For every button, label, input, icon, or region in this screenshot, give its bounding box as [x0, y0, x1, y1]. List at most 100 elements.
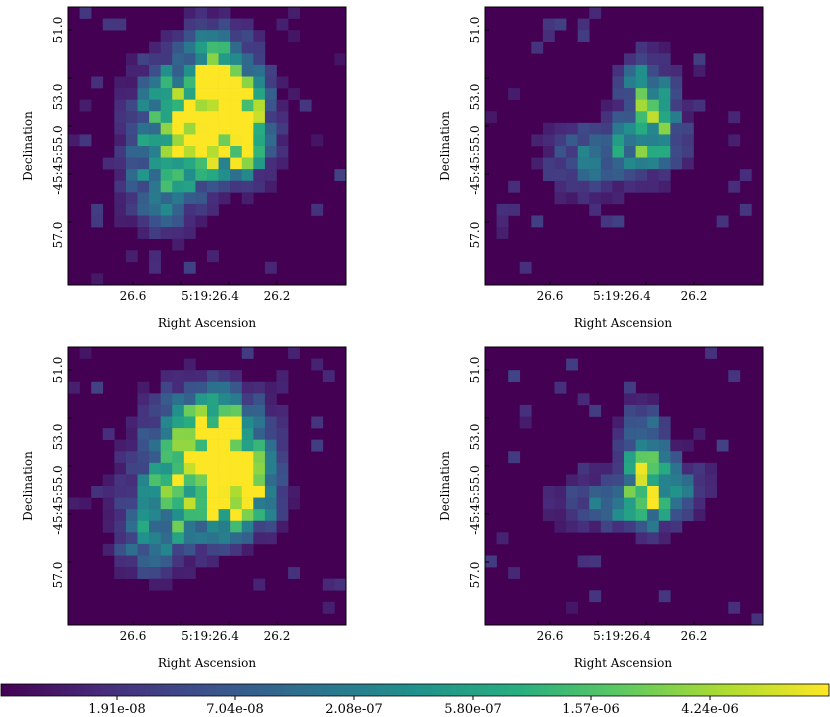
heatmap-cell [172, 111, 185, 124]
heatmap-cell [612, 428, 625, 440]
heatmap-cell [647, 404, 660, 417]
heatmap-cell [114, 122, 127, 135]
heatmap-cell [207, 122, 219, 135]
heatmap-cell [693, 53, 706, 66]
heatmap-cell [207, 134, 219, 147]
heatmap-cell [172, 520, 185, 533]
colorbar-tick-label: 1.91e-08 [88, 702, 146, 717]
heatmap-cell [670, 439, 683, 452]
panel-2-xtick-label: 26.6 [537, 289, 564, 303]
heatmap-cell [681, 157, 694, 170]
heatmap-cell [218, 532, 231, 545]
heatmap-cell [658, 169, 671, 182]
heatmap-cell [589, 555, 602, 568]
heatmap-cell [230, 99, 243, 112]
heatmap-cell [230, 497, 243, 510]
heatmap-cell [264, 532, 277, 545]
heatmap-cell [670, 474, 683, 487]
heatmap-cell [195, 370, 208, 383]
heatmap-cell [600, 146, 613, 158]
heatmap-cell [624, 99, 636, 112]
heatmap-cell [183, 180, 196, 193]
heatmap-cell [207, 416, 219, 429]
heatmap-cell [137, 462, 150, 475]
heatmap-cell [264, 261, 277, 274]
heatmap-cell [172, 416, 185, 429]
heatmap-cell [114, 134, 127, 147]
heatmap-cell [241, 428, 254, 440]
heatmap-cell [670, 99, 683, 112]
heatmap-cell [207, 250, 219, 263]
heatmap-cell [554, 381, 567, 394]
heatmap-cell [218, 509, 231, 522]
heatmap-cell [241, 99, 254, 112]
heatmap-cell [125, 111, 138, 124]
heatmap-cell [125, 99, 138, 112]
panel-bottom-left: 26.6 5:19:26.4 26.2 51.0 53.0 -45:45:55.… [21, 346, 347, 670]
heatmap-cell [172, 474, 185, 487]
heatmap-cell [125, 250, 138, 263]
heatmap-cell [149, 76, 161, 89]
heatmap-cell [218, 543, 231, 556]
heatmap-cell [647, 180, 660, 193]
heatmap-cell [624, 520, 636, 533]
heatmap-cell [137, 428, 150, 440]
heatmap-cell [195, 428, 208, 440]
heatmap-cell [207, 192, 219, 205]
heatmap-cell [137, 381, 150, 394]
heatmap-cell [276, 146, 289, 158]
heatmap-cell [91, 486, 104, 498]
heatmap-cell [149, 555, 161, 568]
heatmap-cell [253, 122, 266, 135]
heatmap-cell [635, 428, 648, 440]
heatmap-cell [485, 555, 497, 568]
heatmap-cell [589, 590, 602, 603]
heatmap-cell [160, 169, 173, 182]
heatmap-cell [137, 157, 150, 170]
heatmap-cell [183, 227, 196, 239]
panel-2-xtick-label: 26.2 [681, 289, 708, 303]
heatmap-cell [624, 428, 636, 440]
panel-2-cells [485, 7, 752, 274]
heatmap-cell [160, 439, 173, 452]
heatmap-cell [670, 146, 683, 158]
heatmap-cell [230, 416, 243, 429]
heatmap-cell [681, 497, 694, 510]
heatmap-cell [137, 53, 150, 66]
heatmap-cell [230, 76, 243, 89]
heatmap-cell [612, 169, 625, 182]
heatmap-cell [658, 41, 671, 54]
heatmap-cell [496, 215, 509, 228]
colorbar: 1.91e-08 7.04e-08 2.08e-07 5.80e-07 1.57… [0, 683, 830, 717]
heatmap-cell [160, 192, 173, 205]
heatmap-cell [195, 393, 208, 406]
heatmap-cell [658, 416, 671, 429]
heatmap-cell [531, 134, 544, 147]
heatmap-cell [207, 41, 219, 54]
heatmap-cell [137, 122, 150, 135]
heatmap-cell [137, 543, 150, 556]
colorbar-tick-label: 7.04e-08 [206, 702, 264, 717]
heatmap-cell [264, 428, 277, 440]
heatmap-cell [276, 157, 289, 170]
heatmap-cell [658, 486, 671, 498]
heatmap-cell [241, 439, 254, 452]
heatmap-cell [125, 486, 138, 498]
heatmap-cell [253, 497, 266, 510]
heatmap-cell [635, 474, 648, 487]
heatmap-cell [589, 7, 602, 19]
heatmap-cell [125, 53, 138, 66]
heatmap-cell [577, 474, 590, 487]
heatmap-cell [160, 134, 173, 147]
heatmap-cell [183, 520, 196, 533]
heatmap-cell [241, 381, 254, 394]
heatmap-cell [288, 347, 300, 359]
heatmap-cell [647, 76, 660, 89]
heatmap-cell [195, 122, 208, 135]
heatmap-cell [624, 416, 636, 429]
heatmap-cell [612, 64, 625, 77]
heatmap-cell [624, 462, 636, 475]
heatmap-cell [183, 555, 196, 568]
heatmap-cell [207, 180, 219, 193]
heatmap-cell [195, 41, 208, 54]
